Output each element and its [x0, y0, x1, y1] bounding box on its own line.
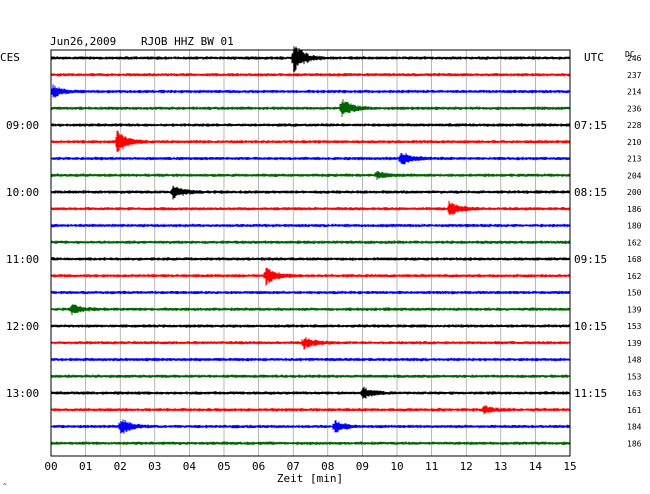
left-time-label: 10:00	[6, 186, 39, 199]
seismogram-trace	[50, 240, 571, 245]
dc-offset-labels: 246 237 214 236 228 210 213 204 200 186 180 162 168 1…	[627, 54, 642, 448]
seismogram-trace	[50, 72, 571, 77]
dc-offset-label: 236	[627, 104, 642, 113]
seismogram-trace	[50, 257, 571, 261]
right-time-label: 08:15	[574, 186, 607, 199]
seismogram-trace	[50, 185, 571, 200]
x-tick-label: 00	[44, 460, 57, 473]
seismogram-trace	[50, 267, 571, 286]
dc-offset-label: 213	[627, 155, 642, 164]
seismogram-trace	[50, 84, 571, 98]
x-tick-label: 10	[390, 460, 403, 473]
dc-offset-label: 163	[627, 389, 642, 398]
seismogram-trace	[50, 290, 571, 295]
dc-offset-label: 148	[627, 356, 642, 365]
x-tick-label: 06	[252, 460, 265, 473]
right-time-label: 07:15	[574, 119, 607, 132]
seismogram-trace	[50, 130, 571, 152]
seismogram-trace	[50, 419, 571, 434]
dc-offset-label: 200	[627, 188, 642, 197]
left-timezone-label: CES	[0, 51, 20, 64]
right-timezone-label: UTC	[584, 51, 604, 64]
traces	[50, 46, 571, 446]
dc-offset-label: 184	[627, 423, 642, 432]
x-tick-labels: 00 01 02 03 04 05 06 07 08 09 10 11 12 13 14 15	[44, 460, 576, 473]
x-tick-label: 05	[217, 460, 230, 473]
dc-label: DC	[625, 50, 635, 59]
corner-mark: ^	[3, 483, 7, 490]
x-axis-label: Zeit [min]	[277, 472, 343, 485]
dc-offset-label: 186	[627, 205, 642, 214]
dc-offset-label: 204	[627, 171, 642, 180]
dc-offset-label: 153	[627, 372, 642, 381]
dc-offset-label: 161	[627, 406, 642, 415]
dc-offset-label: 162	[627, 238, 642, 247]
seismogram-trace	[50, 304, 571, 316]
left-time-label: 11:00	[6, 253, 39, 266]
left-time-labels: 09:00 10:00 11:00 12:00 13:00	[6, 119, 39, 400]
x-tick-label: 12	[460, 460, 473, 473]
x-tick-label: 13	[494, 460, 507, 473]
x-tick-label: 07	[287, 460, 300, 473]
dc-offset-label: 237	[627, 71, 642, 80]
left-time-label: 12:00	[6, 320, 39, 333]
right-time-label: 11:15	[574, 387, 607, 400]
right-time-label: 10:15	[574, 320, 607, 333]
right-time-labels: 07:15 08:15 09:15 10:15 11:15	[574, 119, 607, 400]
dc-offset-label: 150	[627, 289, 642, 298]
dc-offset-label: 139	[627, 305, 642, 314]
seismogram-trace	[50, 200, 571, 216]
left-time-label: 13:00	[6, 387, 39, 400]
plot-frame	[50, 49, 571, 457]
seismogram-trace	[50, 223, 571, 228]
seismogram-trace	[50, 374, 571, 379]
dc-offset-label: 246	[627, 54, 642, 63]
dc-offset-label: 228	[627, 121, 642, 130]
dc-offset-label: 210	[627, 138, 642, 147]
seismogram-trace	[50, 405, 571, 415]
x-tick-label: 04	[183, 460, 197, 473]
seismogram-trace	[50, 99, 571, 117]
dc-offset-label: 186	[627, 439, 642, 448]
right-time-label: 09:15	[574, 253, 607, 266]
x-tick-label: 11	[425, 460, 438, 473]
header-station: RJOB HHZ BW 01	[141, 35, 234, 48]
seismogram-trace	[50, 357, 571, 362]
dc-offset-label: 168	[627, 255, 642, 264]
dc-offset-label: 153	[627, 322, 642, 331]
seismogram-trace	[50, 324, 571, 328]
seismogram-trace	[50, 337, 571, 350]
seismogram-trace	[50, 441, 571, 446]
dc-offset-label: 180	[627, 222, 642, 231]
seismogram-trace	[50, 386, 571, 399]
dc-offset-label: 214	[627, 88, 642, 97]
seismogram-trace	[50, 171, 571, 180]
dc-offset-label: 139	[627, 339, 642, 348]
seismogram-trace	[50, 123, 571, 127]
x-tick-label: 03	[148, 460, 161, 473]
x-tick-label: 01	[79, 460, 92, 473]
x-tick-label: 09	[356, 460, 369, 473]
dc-offset-label: 162	[627, 272, 642, 281]
x-tick-label: 02	[114, 460, 127, 473]
header-date: Jun26,2009	[50, 35, 116, 48]
x-tick-label: 15	[563, 460, 576, 473]
grid	[85, 50, 536, 456]
left-time-label: 09:00	[6, 119, 39, 132]
x-tick-label: 14	[529, 460, 543, 473]
seismogram-trace	[50, 153, 571, 165]
x-tick-label: 08	[321, 460, 334, 473]
